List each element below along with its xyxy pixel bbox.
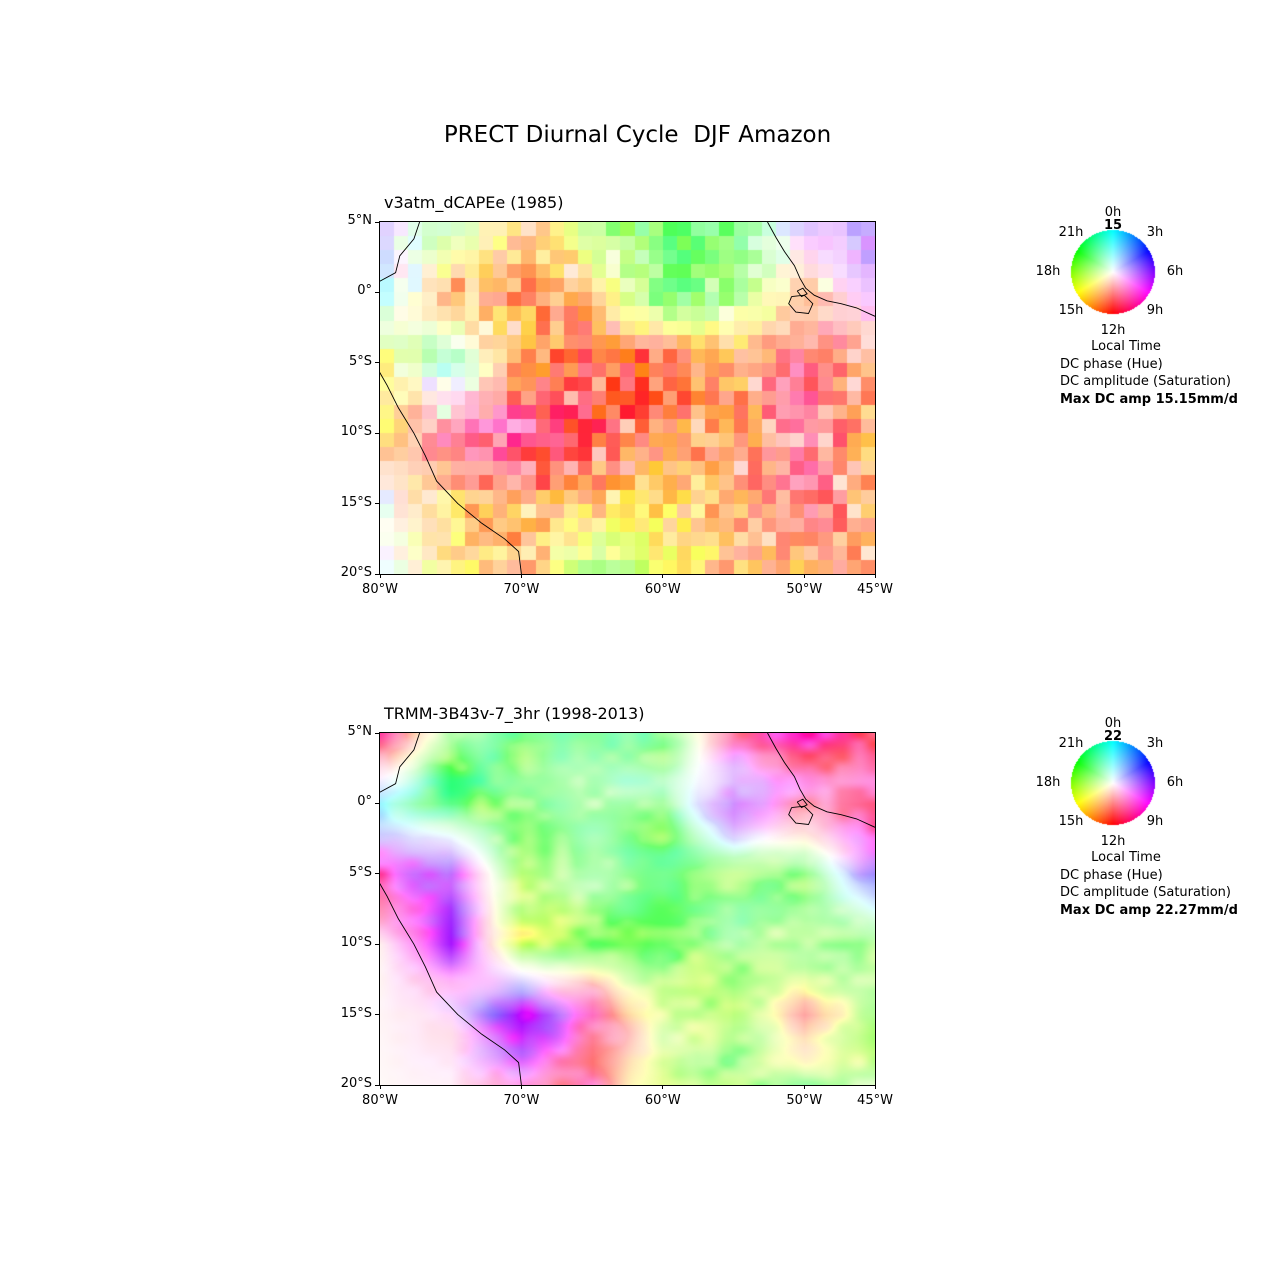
colorwheel-legend-obs: 0h 3h 6h 9h 12h 15h 18h 21h 22 Local Tim…: [1036, 716, 1275, 931]
hour-label-18h: 18h: [1035, 775, 1061, 790]
x-tick-mark: [662, 574, 664, 578]
map-axes-obs: [379, 732, 876, 1086]
panel-title-model: v3atm_dCAPEe (1985): [384, 193, 564, 212]
x-tick-label: 60°W: [644, 1093, 681, 1108]
y-tick-mark: [375, 291, 379, 293]
figure-title: PRECT Diurnal Cycle DJF Amazon: [443, 122, 832, 148]
panel-title-obs: TRMM-3B43v-7_3hr (1998-2013): [384, 704, 645, 723]
y-tick-mark: [375, 221, 379, 223]
legend-phase-hue: DC phase (Hue): [1060, 868, 1163, 883]
hour-label-0h: 0h: [1104, 716, 1122, 731]
legend-amplitude-saturation: DC amplitude (Saturation): [1060, 374, 1231, 389]
legend-phase-hue: DC phase (Hue): [1060, 357, 1163, 372]
legend-local-time: Local Time: [1091, 850, 1161, 865]
y-tick-label: 20°S: [340, 565, 372, 580]
map-canvas-obs: [380, 733, 875, 1085]
legend-max-amplitude: Max DC amp 22.27mm/d: [1060, 903, 1238, 918]
y-tick-label: 15°S: [340, 1005, 372, 1021]
hour-label-6h: 6h: [1166, 775, 1184, 790]
x-tick-label: 60°W: [644, 582, 681, 597]
x-tick-mark: [520, 574, 522, 578]
map-axes-model: [379, 221, 876, 575]
legend-local-time: Local Time: [1091, 339, 1161, 354]
y-tick-label: 0°: [357, 283, 372, 299]
x-tick-label: 50°W: [786, 1093, 823, 1108]
x-tick-mark: [874, 1085, 876, 1089]
hour-label-3h: 3h: [1146, 225, 1164, 240]
y-tick-label: 10°S: [340, 424, 372, 440]
y-tick-mark: [375, 432, 379, 434]
hour-label-0h: 0h: [1104, 205, 1122, 220]
hour-label-12h: 12h: [1100, 323, 1126, 338]
hour-label-18h: 18h: [1035, 264, 1061, 279]
y-tick-mark: [375, 362, 379, 364]
x-tick-label: 70°W: [503, 1093, 540, 1108]
x-tick-label: 45°W: [857, 1093, 893, 1108]
x-tick-mark: [520, 1085, 522, 1089]
y-tick-label: 15°S: [340, 494, 372, 510]
x-tick-mark: [803, 1085, 805, 1089]
y-tick-label: 0°: [357, 794, 372, 810]
peak-hour-value: 22: [1103, 729, 1123, 744]
y-tick-mark: [375, 873, 379, 875]
x-tick-label: 80°W: [362, 1093, 398, 1108]
hour-label-6h: 6h: [1166, 264, 1184, 279]
x-tick-mark: [379, 1085, 381, 1089]
y-tick-label: 5°S: [348, 864, 372, 880]
x-tick-mark: [874, 574, 876, 578]
y-tick-label: 10°S: [340, 935, 372, 951]
x-tick-label: 45°W: [857, 582, 893, 597]
y-tick-mark: [375, 943, 379, 945]
hour-label-21h: 21h: [1058, 736, 1084, 751]
x-tick-label: 50°W: [786, 582, 823, 597]
peak-hour-value: 15: [1103, 218, 1123, 233]
colorwheel-legend-model: 0h 3h 6h 9h 12h 15h 18h 21h 15 Local Tim…: [1036, 205, 1275, 420]
x-tick-label: 80°W: [362, 582, 398, 597]
hour-label-15h: 15h: [1058, 814, 1084, 829]
y-tick-mark: [375, 1014, 379, 1016]
hour-label-9h: 9h: [1146, 814, 1164, 829]
y-tick-mark: [375, 802, 379, 804]
y-tick-label: 5°S: [348, 353, 372, 369]
legend-max-amplitude: Max DC amp 15.15mm/d: [1060, 392, 1238, 407]
colorwheel-icon: [1069, 228, 1157, 316]
map-canvas-model: [380, 222, 875, 574]
y-tick-label: 20°S: [340, 1076, 372, 1091]
legend-amplitude-saturation: DC amplitude (Saturation): [1060, 885, 1231, 900]
y-tick-label: 5°N: [347, 213, 373, 228]
x-tick-mark: [803, 574, 805, 578]
x-tick-label: 70°W: [503, 582, 540, 597]
hour-label-12h: 12h: [1100, 834, 1126, 849]
hour-label-15h: 15h: [1058, 303, 1084, 318]
hour-label-9h: 9h: [1146, 303, 1164, 318]
y-tick-mark: [375, 573, 379, 575]
x-tick-mark: [662, 1085, 664, 1089]
y-tick-mark: [375, 503, 379, 505]
y-tick-label: 5°N: [347, 724, 373, 739]
colorwheel-icon: [1069, 739, 1157, 827]
y-tick-mark: [375, 732, 379, 734]
y-tick-mark: [375, 1084, 379, 1086]
x-tick-mark: [379, 574, 381, 578]
hour-label-3h: 3h: [1146, 736, 1164, 751]
hour-label-21h: 21h: [1058, 225, 1084, 240]
